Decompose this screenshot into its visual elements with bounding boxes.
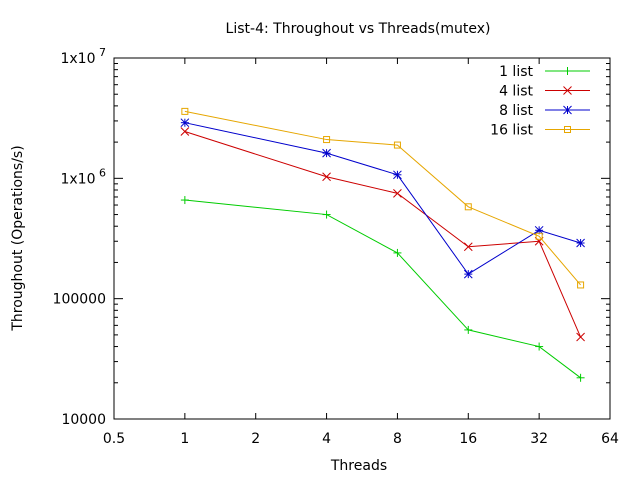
legend-entry: 8 list <box>499 103 590 119</box>
x-tick-label: 32 <box>530 431 548 447</box>
legend-entry: 16 list <box>490 123 590 139</box>
marker-stroke <box>393 189 402 198</box>
marker-stroke <box>322 148 331 158</box>
marker-stroke <box>563 105 572 115</box>
data-point <box>464 203 472 211</box>
data-point <box>563 86 572 95</box>
data-point <box>564 126 571 133</box>
marker-stroke <box>393 170 402 180</box>
data-point <box>393 170 402 180</box>
data-point <box>535 342 544 351</box>
series-layer <box>180 107 585 382</box>
legend-label: 16 list <box>490 123 533 139</box>
y-tick-label: 1x10 6 <box>60 166 106 187</box>
y-tick-label: 100000 <box>53 292 106 308</box>
data-point <box>322 172 331 182</box>
x-tick-label: 16 <box>459 431 477 447</box>
series-1-list <box>180 196 585 382</box>
legend-label: 4 list <box>499 84 533 100</box>
data-point <box>463 269 473 279</box>
legend: 1 list 4 list 8 list 16 list <box>490 64 590 139</box>
marker-stroke <box>535 232 543 240</box>
chart-title: List-4: Throughout vs Threads(mutex) <box>226 21 491 37</box>
plot-area-border <box>113 57 611 420</box>
x-tick-label: 1 <box>180 431 189 447</box>
y-axis-label: Throughout (Operations/s) <box>10 145 26 331</box>
marker-stroke <box>576 332 585 342</box>
legend-entry: 1 list <box>499 64 590 80</box>
x-axis-label: Threads <box>330 458 387 474</box>
data-point <box>323 136 331 144</box>
series-4-list <box>180 127 585 342</box>
data-point <box>535 232 543 240</box>
series-8-list <box>180 118 585 279</box>
data-point <box>393 248 402 257</box>
data-point <box>563 105 572 115</box>
series-line <box>184 122 581 275</box>
marker-stroke <box>463 269 473 279</box>
marker-stroke <box>180 127 190 136</box>
data-point <box>464 325 473 334</box>
axes: 0.5 1 2 4 8 16 32 64 10000 100000 1x10 6 1x10 7 <box>53 46 619 447</box>
y-tick-label: 1x10 7 <box>60 46 106 67</box>
series-line <box>184 110 581 286</box>
x-tick-label: 8 <box>393 431 402 447</box>
marker-stroke <box>181 107 189 115</box>
marker-stroke <box>563 86 572 95</box>
marker-stroke <box>464 203 472 211</box>
data-point <box>463 242 473 252</box>
data-point <box>563 67 572 75</box>
data-point <box>576 373 585 382</box>
marker-stroke <box>180 118 190 128</box>
x-tick-label: 0.5 <box>103 431 125 447</box>
marker-stroke <box>564 126 571 133</box>
x-tick-label: 64 <box>601 431 619 447</box>
data-point <box>322 148 331 158</box>
data-point <box>576 238 585 248</box>
series-line <box>184 199 581 379</box>
legend-label: 1 list <box>499 64 533 80</box>
series-16-list <box>181 107 585 289</box>
x-tick-label: 4 <box>322 431 331 447</box>
legend-entry: 4 list <box>499 84 590 100</box>
marker-stroke <box>322 172 331 182</box>
data-point <box>181 107 189 115</box>
marker-stroke <box>323 136 331 144</box>
data-point <box>180 196 189 205</box>
legend-label: 8 list <box>499 103 533 119</box>
data-point <box>393 141 401 149</box>
marker-stroke <box>463 242 473 252</box>
series-line <box>184 131 582 338</box>
marker-stroke <box>577 281 585 289</box>
data-point <box>577 281 585 289</box>
marker-stroke <box>393 141 401 149</box>
y-tick-label: 10000 <box>61 412 106 428</box>
data-point <box>576 332 585 342</box>
x-tick-label: 2 <box>251 431 260 447</box>
data-point <box>180 118 190 128</box>
data-point <box>180 127 190 136</box>
data-point <box>322 210 331 219</box>
data-point <box>393 189 402 198</box>
marker-stroke <box>576 238 585 248</box>
